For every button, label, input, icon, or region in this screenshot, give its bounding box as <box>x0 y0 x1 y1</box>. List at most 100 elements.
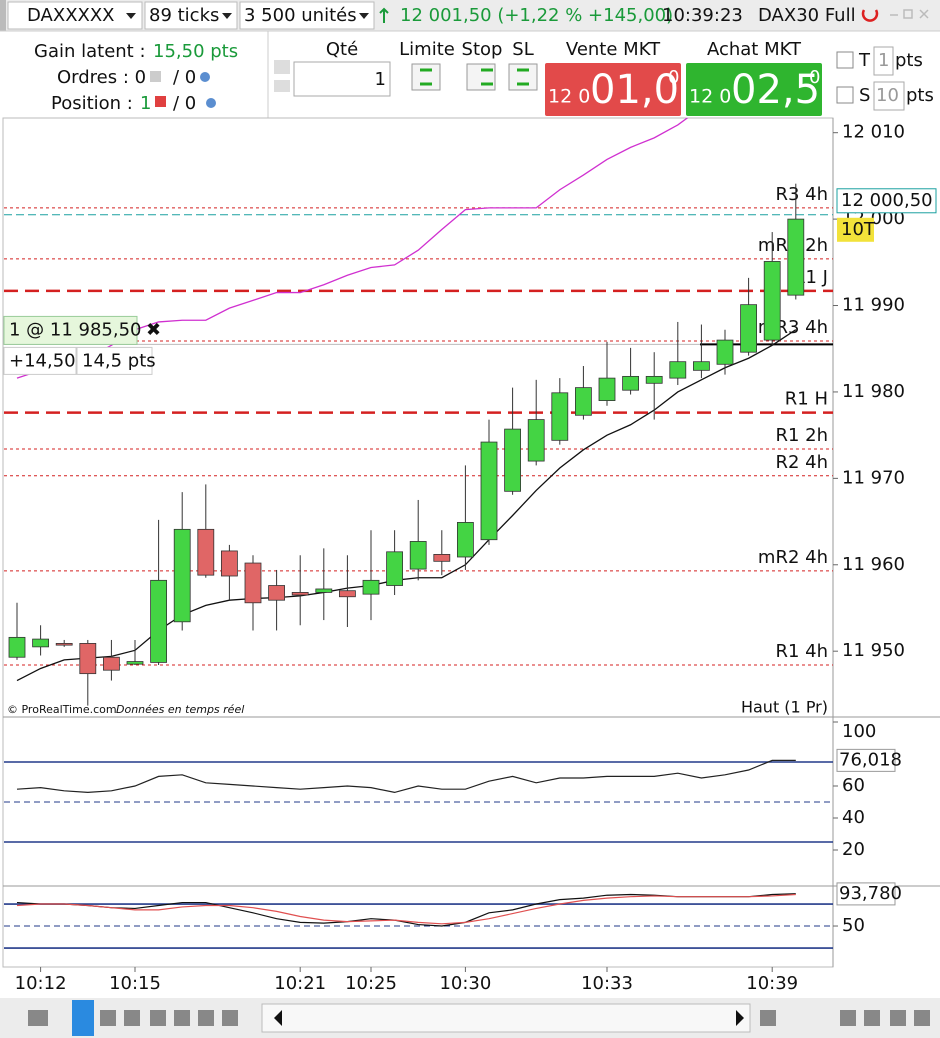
position-close: ✖ <box>146 319 161 340</box>
icon[interactable] <box>174 1010 190 1026</box>
gain-label: Gain latent : <box>34 41 146 62</box>
limit-button[interactable] <box>411 63 441 91</box>
candle-body <box>551 392 569 441</box>
candle-body <box>716 339 734 365</box>
x-tick-label: 10:25 <box>345 973 397 994</box>
icon[interactable] <box>864 1010 880 1026</box>
y-tick-label: 11 970 <box>842 467 905 488</box>
close-icon[interactable] <box>155 96 166 107</box>
gear-icon[interactable] <box>200 72 210 82</box>
level-label: R1 4h <box>775 641 828 662</box>
candle-body <box>362 579 380 595</box>
level-label: mR2 4h <box>758 547 828 568</box>
candle-body <box>622 375 639 391</box>
overlay-line <box>16 329 797 682</box>
candle-body <box>409 541 427 570</box>
x-tick-label: 10:33 <box>581 973 633 994</box>
level-label: R1 H <box>785 389 828 410</box>
candle-body <box>480 441 498 541</box>
s-label: S <box>859 85 870 106</box>
x-tick-label: 10:30 <box>439 973 491 994</box>
stop-label: Stop <box>462 39 503 60</box>
limit-label: Limite <box>399 39 455 60</box>
orders-sep: / 0 <box>173 67 196 88</box>
candle-body <box>669 361 687 379</box>
candle-body <box>527 419 545 462</box>
instrument-select[interactable] <box>7 1 143 30</box>
keypad-icon[interactable] <box>274 80 290 92</box>
position-gain: +14,50 <box>9 350 76 371</box>
gain-box <box>3 346 77 375</box>
interval: 89 ticks <box>149 5 219 26</box>
sell-main: 01,0 <box>590 67 679 113</box>
size: 3 500 unités <box>244 5 357 26</box>
s-checkbox[interactable] <box>836 86 854 104</box>
position-label: 1 @ 11 985,50 <box>9 319 142 340</box>
candle-body <box>8 636 26 658</box>
icon[interactable] <box>760 1010 776 1026</box>
position-value: 1 <box>140 93 151 114</box>
candle-body <box>338 590 356 598</box>
stop-button[interactable] <box>466 63 496 91</box>
candle-body <box>787 218 805 296</box>
y-tick-label: 50 <box>842 915 865 936</box>
candle-body <box>32 638 49 648</box>
qty-input[interactable] <box>293 61 391 97</box>
icon[interactable] <box>222 1010 238 1026</box>
overlay-line <box>16 118 689 379</box>
icon[interactable] <box>100 1010 116 1026</box>
icon[interactable] <box>150 1010 166 1026</box>
t-input[interactable] <box>873 46 894 76</box>
icon[interactable] <box>840 1010 856 1026</box>
icon[interactable] <box>124 1010 140 1026</box>
candle-body <box>456 522 474 558</box>
qty-label: Qté <box>326 39 358 60</box>
size-select[interactable] <box>239 1 375 30</box>
indicator-line <box>16 893 796 925</box>
caret <box>222 13 232 19</box>
t-checkbox[interactable] <box>836 51 854 69</box>
share-button[interactable] <box>72 1000 94 1036</box>
y-tick-label: 100 <box>842 721 876 742</box>
candle-body <box>645 375 663 384</box>
sl-button[interactable] <box>508 63 538 91</box>
icon[interactable] <box>914 1010 930 1026</box>
wrench-icon[interactable] <box>274 60 290 74</box>
t-unit: pts <box>895 50 923 71</box>
icon[interactable] <box>198 1010 214 1026</box>
y-tick-label: 11 960 <box>842 554 905 575</box>
candle-body <box>763 261 781 341</box>
candle-body <box>79 643 97 675</box>
gear-icon[interactable] <box>206 98 216 108</box>
caret <box>359 13 369 19</box>
sell-button[interactable] <box>545 63 681 116</box>
last-value-box <box>836 748 896 772</box>
level-label: R1 2h <box>775 425 828 446</box>
level-label: R3 4h <box>775 184 828 205</box>
candle-body <box>103 656 120 671</box>
interval-select[interactable] <box>144 1 238 30</box>
candle-body <box>173 528 191 623</box>
window-controls[interactable] <box>890 9 929 19</box>
gain-box <box>76 346 153 375</box>
last-value-label: 76,018 <box>839 749 902 770</box>
caret <box>126 13 136 19</box>
y-tick-label: 11 950 <box>842 640 905 661</box>
s-input[interactable] <box>873 81 905 111</box>
sl-label: SL <box>512 39 533 60</box>
refresh-button[interactable] <box>858 3 882 27</box>
rsi-panel <box>4 759 833 843</box>
icon[interactable] <box>28 1010 48 1026</box>
orders-label: Ordres : 0 <box>57 67 146 88</box>
candle-body <box>598 377 616 401</box>
icon[interactable] <box>890 1010 906 1026</box>
s-value: 10 <box>876 85 899 106</box>
cancel-icon[interactable] <box>150 71 161 82</box>
scrollbar[interactable] <box>261 1003 751 1033</box>
buy-button[interactable] <box>686 63 822 116</box>
handle <box>0 0 6 31</box>
credits: © ProRealTime.com <box>7 703 117 716</box>
buy-label: Achat MKT <box>707 39 802 60</box>
t-value: 1 <box>878 50 889 71</box>
